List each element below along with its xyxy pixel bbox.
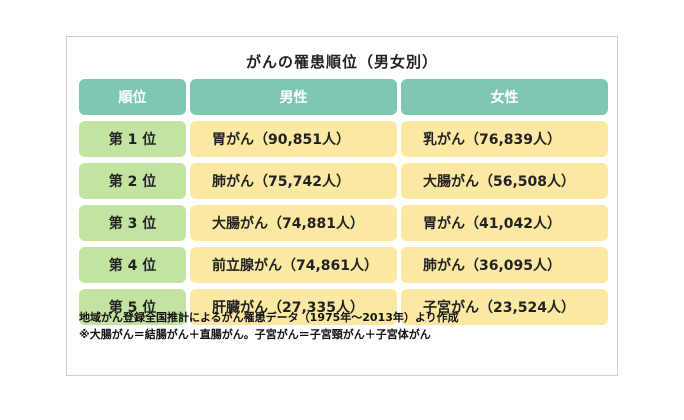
source-note: 地域がん登録全国推計によるがん罹患データ（1975年～2013年）より作成 xyxy=(79,311,459,324)
male-cell: 肺がん（75,742人） xyxy=(190,163,397,199)
female-cell: 子宮がん（23,524人） xyxy=(401,289,608,325)
rank-cell: 第 2 位 xyxy=(79,163,186,199)
male-cell: 大腸がん（74,881人） xyxy=(190,205,397,241)
table-row: 第 4 位 前立腺がん（74,861人） 肺がん（36,095人） xyxy=(79,247,608,283)
definition-note: ※大腸がん＝結腸がん＋直腸がん。子宮がん＝子宮頸がん＋子宮体がん xyxy=(79,328,431,341)
rank-cell: 第 3 位 xyxy=(79,205,186,241)
table-row: 第 5 位 肝臓がん（27,335人） 子宮がん（23,524人） xyxy=(79,289,608,325)
rank-cell: 第 4 位 xyxy=(79,247,186,283)
female-cell: 胃がん（41,042人） xyxy=(401,205,608,241)
header-female: 女性 xyxy=(401,79,608,115)
male-cell: 胃がん（90,851人） xyxy=(190,121,397,157)
table-row: 第 2 位 肺がん（75,742人） 大腸がん（56,508人） xyxy=(79,163,608,199)
male-cell: 前立腺がん（74,861人） xyxy=(190,247,397,283)
table-row: 第 1 位 胃がん（90,851人） 乳がん（76,839人） xyxy=(79,121,608,157)
table-row: 第 3 位 大腸がん（74,881人） 胃がん（41,042人） xyxy=(79,205,608,241)
rank-cell: 第 1 位 xyxy=(79,121,186,157)
male-cell: 肝臓がん（27,335人） xyxy=(190,289,397,325)
header-male: 男性 xyxy=(190,79,397,115)
ranking-card: がんの罹患順位（男女別） 順位 男性 女性 第 1 位 胃がん（90,851人）… xyxy=(66,36,618,376)
header-rank: 順位 xyxy=(79,79,186,115)
footnotes: 地域がん登録全国推計によるがん罹患データ（1975年～2013年）より作成 ※大… xyxy=(79,309,459,343)
table-header-row: 順位 男性 女性 xyxy=(79,79,608,115)
female-cell: 大腸がん（56,508人） xyxy=(401,163,608,199)
female-cell: 乳がん（76,839人） xyxy=(401,121,608,157)
rank-cell: 第 5 位 xyxy=(79,289,186,325)
table-title: がんの罹患順位（男女別） xyxy=(245,53,438,71)
female-cell: 肺がん（36,095人） xyxy=(401,247,608,283)
